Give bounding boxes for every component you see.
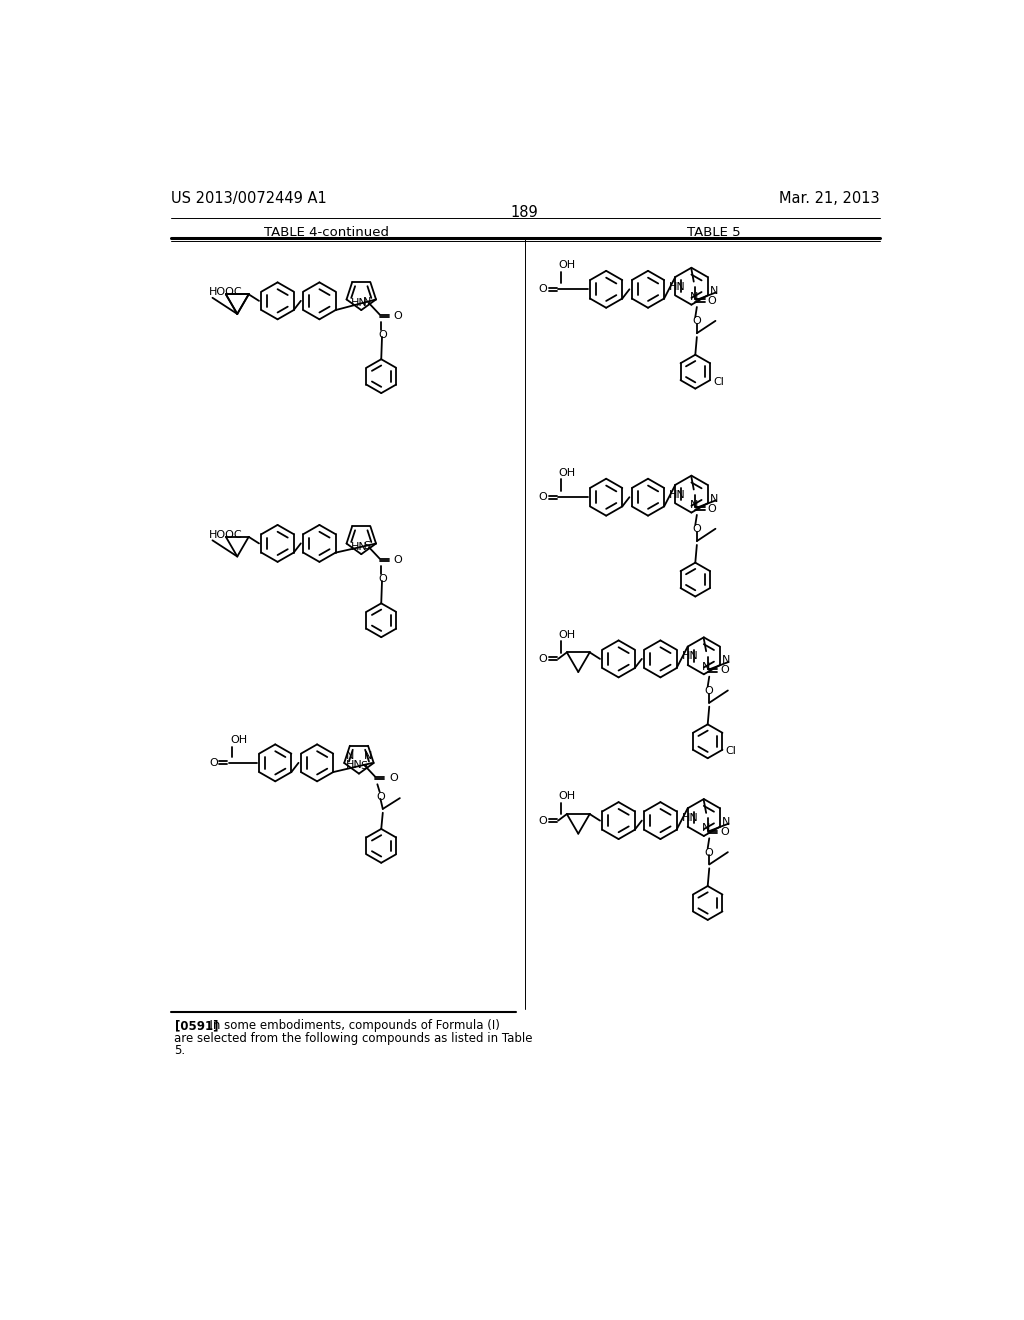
Text: N: N <box>690 292 698 302</box>
Text: O: O <box>720 665 729 676</box>
Text: TABLE 4-continued: TABLE 4-continued <box>264 226 389 239</box>
Text: O: O <box>539 284 547 294</box>
Text: N: N <box>690 500 698 510</box>
Text: HN: HN <box>682 813 698 822</box>
Text: O: O <box>705 686 714 696</box>
Text: O: O <box>389 774 397 783</box>
Text: O: O <box>720 828 729 837</box>
Text: HN: HN <box>682 651 698 661</box>
Text: O: O <box>209 758 218 768</box>
Text: [0591]: [0591] <box>174 1019 218 1032</box>
Text: OH: OH <box>558 260 575 271</box>
Text: HN: HN <box>670 281 686 292</box>
Text: O: O <box>539 653 547 664</box>
Text: O: O <box>377 792 385 803</box>
Text: Mar. 21, 2013: Mar. 21, 2013 <box>779 190 880 206</box>
Text: HOOC: HOOC <box>209 529 243 540</box>
Text: O: O <box>705 847 714 858</box>
Text: Cl: Cl <box>713 376 724 387</box>
Text: OH: OH <box>230 735 248 744</box>
Text: O: O <box>692 524 701 535</box>
Text: O: O <box>539 492 547 502</box>
Text: US 2013/0072449 A1: US 2013/0072449 A1 <box>171 190 327 206</box>
Text: 189: 189 <box>511 205 539 219</box>
Text: N: N <box>364 751 372 762</box>
Text: N: N <box>362 297 372 308</box>
Text: Cl: Cl <box>726 746 736 756</box>
Text: HN: HN <box>346 759 362 770</box>
Text: HN: HN <box>350 297 368 308</box>
Text: In some embodiments, compounds of Formula (I): In some embodiments, compounds of Formul… <box>202 1019 500 1032</box>
Text: O: O <box>539 816 547 825</box>
Text: S: S <box>362 541 370 552</box>
Text: N: N <box>722 817 731 828</box>
Text: HN: HN <box>670 490 686 499</box>
Text: 5.: 5. <box>174 1044 185 1057</box>
Text: N: N <box>702 824 711 833</box>
Text: OH: OH <box>558 630 575 640</box>
Text: OH: OH <box>558 792 575 801</box>
Text: are selected from the following compounds as listed in Table: are selected from the following compound… <box>174 1032 534 1044</box>
Text: O: O <box>393 556 402 565</box>
Text: N: N <box>346 751 354 762</box>
Text: N: N <box>702 661 711 672</box>
Text: O: O <box>708 504 717 513</box>
Text: TABLE 5: TABLE 5 <box>687 226 740 239</box>
Text: OH: OH <box>558 469 575 478</box>
Text: O: O <box>393 312 402 321</box>
Text: O: O <box>378 574 387 583</box>
Text: O: O <box>378 330 387 341</box>
Text: N: N <box>722 656 731 665</box>
Text: O: O <box>708 296 717 306</box>
Text: HN: HN <box>350 541 368 552</box>
Text: S: S <box>360 760 368 771</box>
Text: N: N <box>710 494 718 504</box>
Text: N: N <box>710 286 718 296</box>
Text: O: O <box>692 317 701 326</box>
Text: HOOC: HOOC <box>209 286 243 297</box>
